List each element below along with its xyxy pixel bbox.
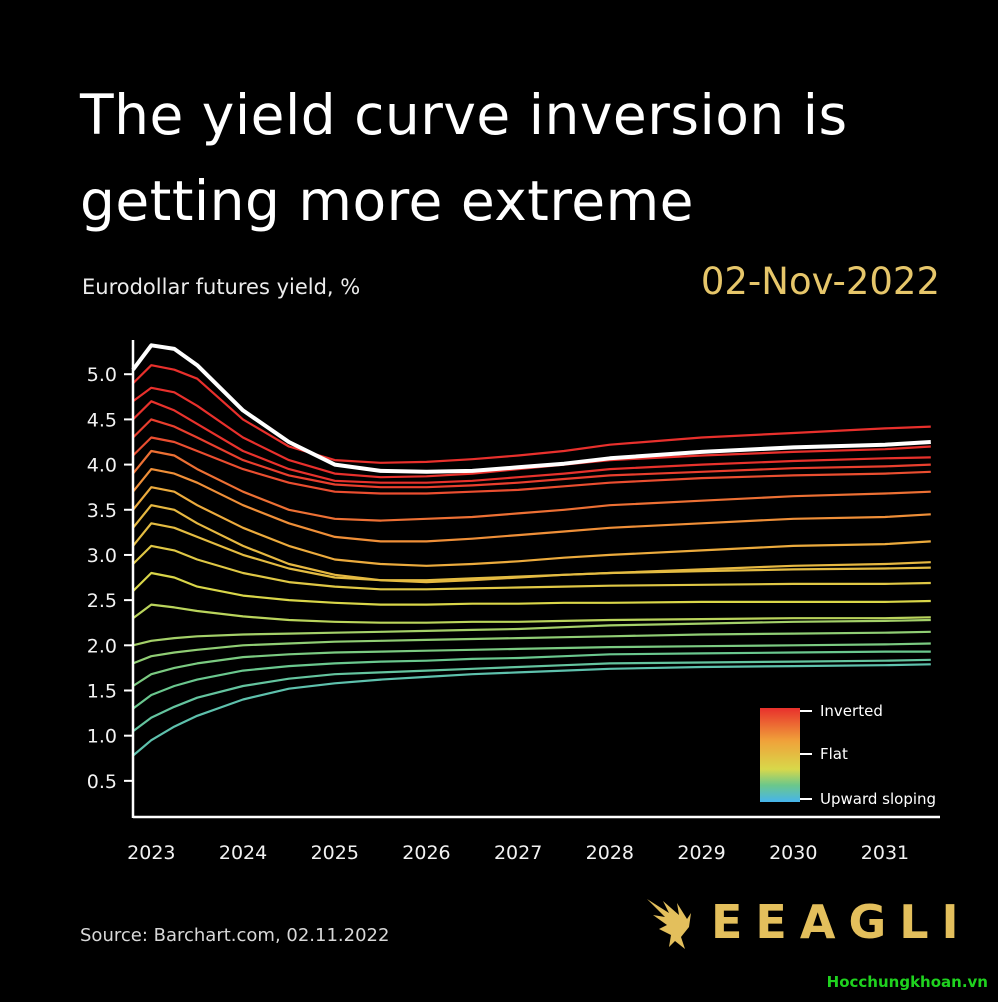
series-line-flat-5 (132, 522, 931, 582)
x-tick-label: 2025 (311, 842, 359, 864)
x-tick-label: 2026 (402, 842, 450, 864)
y-tick-label: 0.5 (87, 771, 117, 793)
series-line-inverted-1 (132, 364, 931, 464)
brand-logo: EEAGLI (645, 892, 972, 952)
x-tick-label: 2024 (219, 842, 267, 864)
legend: Inverted Flat Upward sloping (760, 702, 936, 808)
axes-layer: 0.5 1.0 1.5 2.0 2.5 3.0 3.5 4.0 4.5 5.0 2023 2024 20… (87, 340, 940, 864)
watermark: Hocchungkhoan.vn (826, 973, 988, 991)
series-line-inverted-3 (132, 400, 931, 484)
series-line-current (131, 343, 931, 474)
y-tick-label: 1.5 (87, 680, 117, 702)
y-tick-label: 5.0 (87, 364, 117, 386)
x-tick-label: 2027 (494, 842, 542, 864)
legend-color-bar (760, 708, 800, 802)
x-tick-label: 2023 (127, 842, 175, 864)
chart-title: The yield curve inversion is getting mor… (80, 83, 848, 233)
series-line-inverted-5 (132, 436, 931, 495)
legend-label-inverted: Inverted (820, 702, 883, 720)
y-tick-label: 2.5 (87, 590, 117, 612)
y-tick-label: 2.0 (87, 635, 117, 657)
brand-name: EEAGLI (711, 895, 972, 949)
y-tick-label: 3.0 (87, 545, 117, 567)
y-tick-label: 1.0 (87, 726, 117, 748)
series-line-upward-6 (132, 663, 931, 757)
series-line-inverted-2 (132, 386, 931, 479)
y-tick-label: 4.0 (87, 455, 117, 477)
series-line-flat-4 (132, 504, 931, 584)
series-line-flat-1 (132, 449, 931, 522)
eagle-logo-icon (647, 899, 691, 949)
x-tick-label: 2029 (677, 842, 725, 864)
source-note: Source: Barchart.com, 02.11.2022 (80, 925, 390, 946)
legend-label-flat: Flat (820, 745, 848, 763)
series-line-upward-5 (132, 658, 931, 733)
legend-label-upward: Upward sloping (820, 790, 936, 808)
series-line-transition-1 (132, 544, 931, 591)
series-line-upward-4 (132, 650, 931, 710)
series-line-transition-2 (132, 571, 931, 606)
x-tick-label: 2030 (769, 842, 817, 864)
x-tick-label: 2031 (861, 842, 909, 864)
y-tick-label: 3.5 (87, 500, 117, 522)
series-layer (131, 343, 931, 757)
series-line-transition-3 (132, 603, 931, 624)
series-line-upward-3 (132, 642, 931, 687)
series-line-flat-3 (132, 486, 931, 567)
series-line-upward-2 (132, 630, 931, 665)
x-tick-label: 2028 (586, 842, 634, 864)
series-line-flat-2 (132, 468, 931, 543)
series-line-inverted-4 (132, 418, 931, 489)
y-axis-label: Eurodollar futures yield, % (82, 275, 361, 299)
series-line-upward-1 (132, 618, 931, 647)
date-label: 02-Nov-2022 (700, 260, 940, 303)
y-tick-label: 4.5 (87, 409, 117, 431)
